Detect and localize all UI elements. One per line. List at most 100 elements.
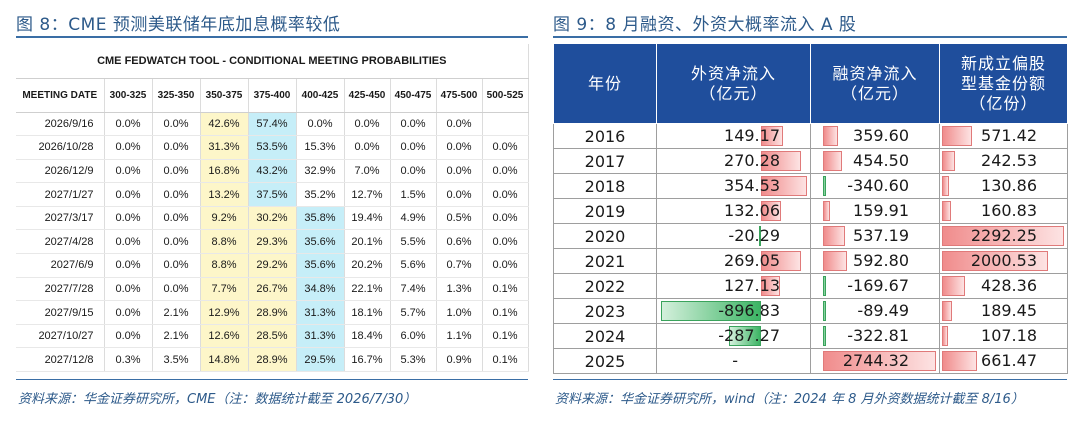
foreign-value: 269.05 [724, 251, 780, 270]
probability-cell: 0.0% [152, 159, 201, 184]
foreign-data-bar [761, 201, 781, 221]
figure-8-title: 图 8：CME 预测美联储年底加息概率较低 [16, 15, 341, 35]
foreign-data-bar [761, 151, 802, 171]
table-row: 2027/6/9 0.0% 0.0% 8.8% 29.2% 35.6% 20.2% 5.6% 0… [16, 253, 529, 278]
inflow-table: 年份 外资净流入 （亿元） 融资净流入 （亿元） 新成立偏股 型基金份额 （亿份） 2… [553, 43, 1068, 374]
probability-cell: 0.0% [482, 135, 529, 160]
figure-9-source: 资料来源：华金证券研究所，wind（注：2024 年 8 月外资数据统计截至 8… [555, 392, 1024, 407]
probability-cell: 0.0% [104, 300, 153, 325]
probability-cell: 0.0% [104, 206, 153, 231]
foreign-data-bar [761, 176, 807, 196]
margin-cell: -340.60 [810, 173, 940, 199]
probability-cell: 26.7% [248, 277, 297, 302]
probability-cell: 35.2% [296, 182, 345, 207]
margin-data-bar [823, 276, 826, 296]
foreign-value: - [732, 351, 738, 370]
fund-data-bar [942, 326, 948, 346]
probability-cell: 16.8% [200, 159, 249, 184]
table-row: 2027/3/17 0.0% 0.0% 9.2% 30.2% 35.8% 19.4% 4.9%… [16, 206, 529, 231]
probability-cell: 0.0% [344, 112, 391, 137]
probability-cell: 8.8% [200, 229, 249, 255]
fund-value: 130.86 [981, 176, 1037, 195]
margin-value: 159.91 [853, 201, 909, 220]
fund-data-bar [942, 201, 951, 221]
foreign-data-bar [761, 126, 784, 146]
fund-data-bar [942, 351, 978, 371]
probability-cell: 32.9% [296, 159, 345, 184]
probability-cell: 0.6% [436, 229, 483, 255]
table-row: 2021 269.05 592.80 2000.53 [553, 248, 1068, 274]
year-cell: 2019 [553, 198, 657, 224]
table-row: 2019 132.06 159.91 160.83 [553, 198, 1068, 224]
margin-data-bar [823, 301, 826, 321]
margin-value: -169.67 [847, 276, 909, 295]
margin-value: 2744.32 [842, 351, 909, 370]
meeting-date-cell: 2027/1/27 [16, 182, 105, 207]
margin-cell: 592.80 [810, 248, 940, 274]
probability-cell: 15.3% [296, 135, 345, 160]
probability-cell: 0.0% [152, 112, 201, 137]
probability-cell: 12.7% [344, 182, 391, 207]
probability-cell: 0.1% [482, 324, 529, 349]
probability-cell: 0.0% [152, 135, 201, 160]
header-fund-shares: 新成立偏股 型基金份额 （亿份） [939, 43, 1068, 124]
probability-cell: 18.4% [344, 324, 391, 349]
probability-cell: 0.0% [390, 135, 437, 160]
margin-data-bar [823, 251, 848, 271]
probability-cell: 16.7% [344, 347, 391, 373]
probability-cell: 0.0% [152, 229, 201, 255]
header-rate-range: 400-425 [296, 78, 345, 113]
foreign-value: 132.06 [724, 201, 780, 220]
margin-value: 537.19 [853, 226, 909, 245]
meeting-date-cell: 2027/4/28 [16, 229, 105, 255]
probability-cell: 9.2% [200, 206, 249, 231]
probability-cell: 0.5% [436, 206, 483, 231]
table-row: 2024 -287.27 -322.81 107.18 [553, 323, 1068, 349]
fund-cell: 242.53 [939, 148, 1068, 174]
fund-value: 189.45 [981, 301, 1037, 320]
probability-cell: 0.0% [296, 112, 345, 137]
foreign-cell: -896.83 [656, 298, 811, 324]
fund-value: 242.53 [981, 151, 1037, 170]
probability-cell: 35.6% [296, 229, 345, 255]
probability-cell: 0.1% [482, 347, 529, 373]
header-row: 年份 外资净流入 （亿元） 融资净流入 （亿元） 新成立偏股 型基金份额 （亿份） [553, 43, 1068, 124]
figure-8-source: 资料来源：华金证券研究所，CME（注：数据统计截至 2026/7/30） [18, 392, 417, 407]
fund-cell: 428.36 [939, 273, 1068, 299]
probability-cell: 1.3% [436, 277, 483, 302]
probability-cell: 5.7% [390, 300, 437, 325]
margin-cell: -322.81 [810, 323, 940, 349]
margin-cell: -89.49 [810, 298, 940, 324]
table-row: 2027/12/8 0.3% 3.5% 14.8% 28.9% 29.5% 16.7% 5.3… [16, 347, 529, 373]
probability-cell: 4.9% [390, 206, 437, 231]
margin-data-bar [823, 151, 842, 171]
header-year: 年份 [553, 43, 657, 124]
header-rate-range: 325-350 [152, 78, 201, 113]
probability-cell: 2.1% [152, 300, 201, 325]
probability-cell: 7.4% [390, 277, 437, 302]
probability-cell: 57.4% [248, 112, 297, 137]
fund-value: 428.36 [981, 276, 1037, 295]
margin-cell: 359.60 [810, 123, 940, 149]
meeting-date-cell: 2027/3/17 [16, 206, 105, 231]
probability-cell: 0.0% [104, 324, 153, 349]
probability-cell: 0.3% [104, 347, 153, 373]
table-row: 2026/12/9 0.0% 0.0% 16.8% 43.2% 32.9% 7.0% 0.0%… [16, 159, 529, 184]
probability-cell: 6.0% [390, 324, 437, 349]
probability-cell: 35.8% [296, 206, 345, 231]
probability-cell: 0.1% [482, 300, 529, 325]
tool-title: CME FEDWATCH TOOL - CONDITIONAL MEETING … [16, 44, 529, 79]
header-foreign-inflow: 外资净流入 （亿元） [656, 43, 811, 124]
probability-cell: 30.2% [248, 206, 297, 231]
probability-cell: 0.0% [104, 182, 153, 207]
table-row: 2017 270.28 454.50 242.53 [553, 148, 1068, 174]
fund-data-bar [942, 226, 1064, 246]
fund-data-bar [942, 276, 965, 296]
foreign-data-bar [758, 226, 761, 246]
table-row: 2026/10/28 0.0% 0.0% 31.3% 53.5% 15.3% 0.0% 0.0… [16, 135, 529, 160]
foreign-cell: 269.05 [656, 248, 811, 274]
probability-cell: 0.0% [482, 253, 529, 278]
foreign-value: -287.27 [718, 326, 780, 345]
probability-cell: 0.0% [436, 182, 483, 207]
probability-cell: 22.1% [344, 277, 391, 302]
